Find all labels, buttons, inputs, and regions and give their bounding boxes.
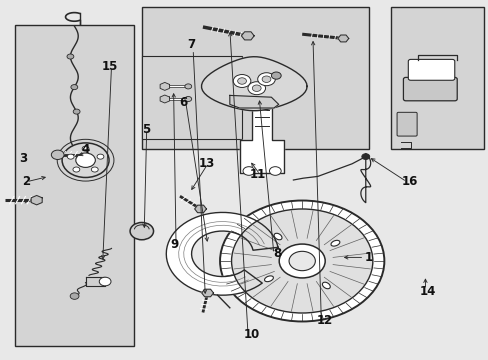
Circle shape bbox=[231, 209, 372, 313]
Text: 6: 6 bbox=[179, 96, 187, 109]
Ellipse shape bbox=[264, 276, 273, 282]
Text: 12: 12 bbox=[316, 314, 333, 327]
Text: 4: 4 bbox=[81, 143, 89, 156]
Text: 2: 2 bbox=[22, 175, 30, 188]
Polygon shape bbox=[241, 32, 254, 40]
Text: 9: 9 bbox=[170, 238, 178, 251]
FancyBboxPatch shape bbox=[403, 77, 456, 101]
Circle shape bbox=[184, 96, 191, 102]
FancyBboxPatch shape bbox=[396, 112, 416, 136]
Circle shape bbox=[70, 293, 79, 300]
Bar bbox=[142, 56, 242, 139]
Bar bbox=[142, 7, 368, 149]
Polygon shape bbox=[85, 277, 105, 286]
Ellipse shape bbox=[330, 240, 339, 246]
Circle shape bbox=[247, 82, 265, 95]
Polygon shape bbox=[337, 35, 348, 42]
Polygon shape bbox=[229, 95, 278, 108]
Circle shape bbox=[262, 76, 270, 82]
Circle shape bbox=[73, 109, 80, 114]
Circle shape bbox=[257, 73, 275, 86]
Circle shape bbox=[71, 85, 78, 90]
Circle shape bbox=[279, 244, 325, 278]
Circle shape bbox=[269, 167, 281, 175]
Circle shape bbox=[91, 167, 98, 172]
FancyBboxPatch shape bbox=[407, 59, 454, 80]
Circle shape bbox=[237, 78, 246, 84]
Circle shape bbox=[99, 277, 111, 286]
Circle shape bbox=[62, 143, 109, 177]
Ellipse shape bbox=[274, 233, 282, 240]
Circle shape bbox=[271, 72, 281, 79]
Polygon shape bbox=[160, 82, 169, 90]
Polygon shape bbox=[166, 212, 278, 295]
Bar bbox=[390, 7, 483, 149]
Circle shape bbox=[252, 85, 261, 91]
Circle shape bbox=[243, 167, 254, 175]
Circle shape bbox=[288, 251, 315, 271]
Text: 11: 11 bbox=[249, 168, 266, 181]
Circle shape bbox=[184, 84, 191, 89]
Text: 13: 13 bbox=[198, 157, 214, 170]
Text: 5: 5 bbox=[142, 123, 149, 136]
Polygon shape bbox=[31, 195, 42, 205]
Text: 3: 3 bbox=[20, 152, 27, 165]
Text: 8: 8 bbox=[273, 247, 281, 260]
Circle shape bbox=[233, 75, 250, 87]
Circle shape bbox=[361, 154, 369, 159]
Circle shape bbox=[97, 154, 103, 159]
Circle shape bbox=[76, 153, 95, 167]
Circle shape bbox=[67, 54, 74, 59]
Circle shape bbox=[73, 167, 80, 172]
Polygon shape bbox=[201, 57, 306, 111]
Circle shape bbox=[220, 201, 384, 321]
Text: 14: 14 bbox=[419, 285, 436, 298]
Polygon shape bbox=[202, 289, 213, 297]
Text: 16: 16 bbox=[401, 175, 417, 188]
Text: 15: 15 bbox=[102, 60, 118, 73]
Circle shape bbox=[51, 150, 64, 159]
Bar bbox=[15, 25, 134, 346]
Text: 10: 10 bbox=[243, 328, 260, 341]
Polygon shape bbox=[240, 103, 284, 173]
Text: 1: 1 bbox=[365, 251, 372, 264]
Polygon shape bbox=[194, 205, 206, 213]
Polygon shape bbox=[160, 95, 169, 103]
Ellipse shape bbox=[322, 282, 329, 289]
Circle shape bbox=[82, 146, 89, 151]
Text: 7: 7 bbox=[187, 39, 195, 51]
Circle shape bbox=[67, 154, 74, 159]
Circle shape bbox=[130, 222, 153, 240]
